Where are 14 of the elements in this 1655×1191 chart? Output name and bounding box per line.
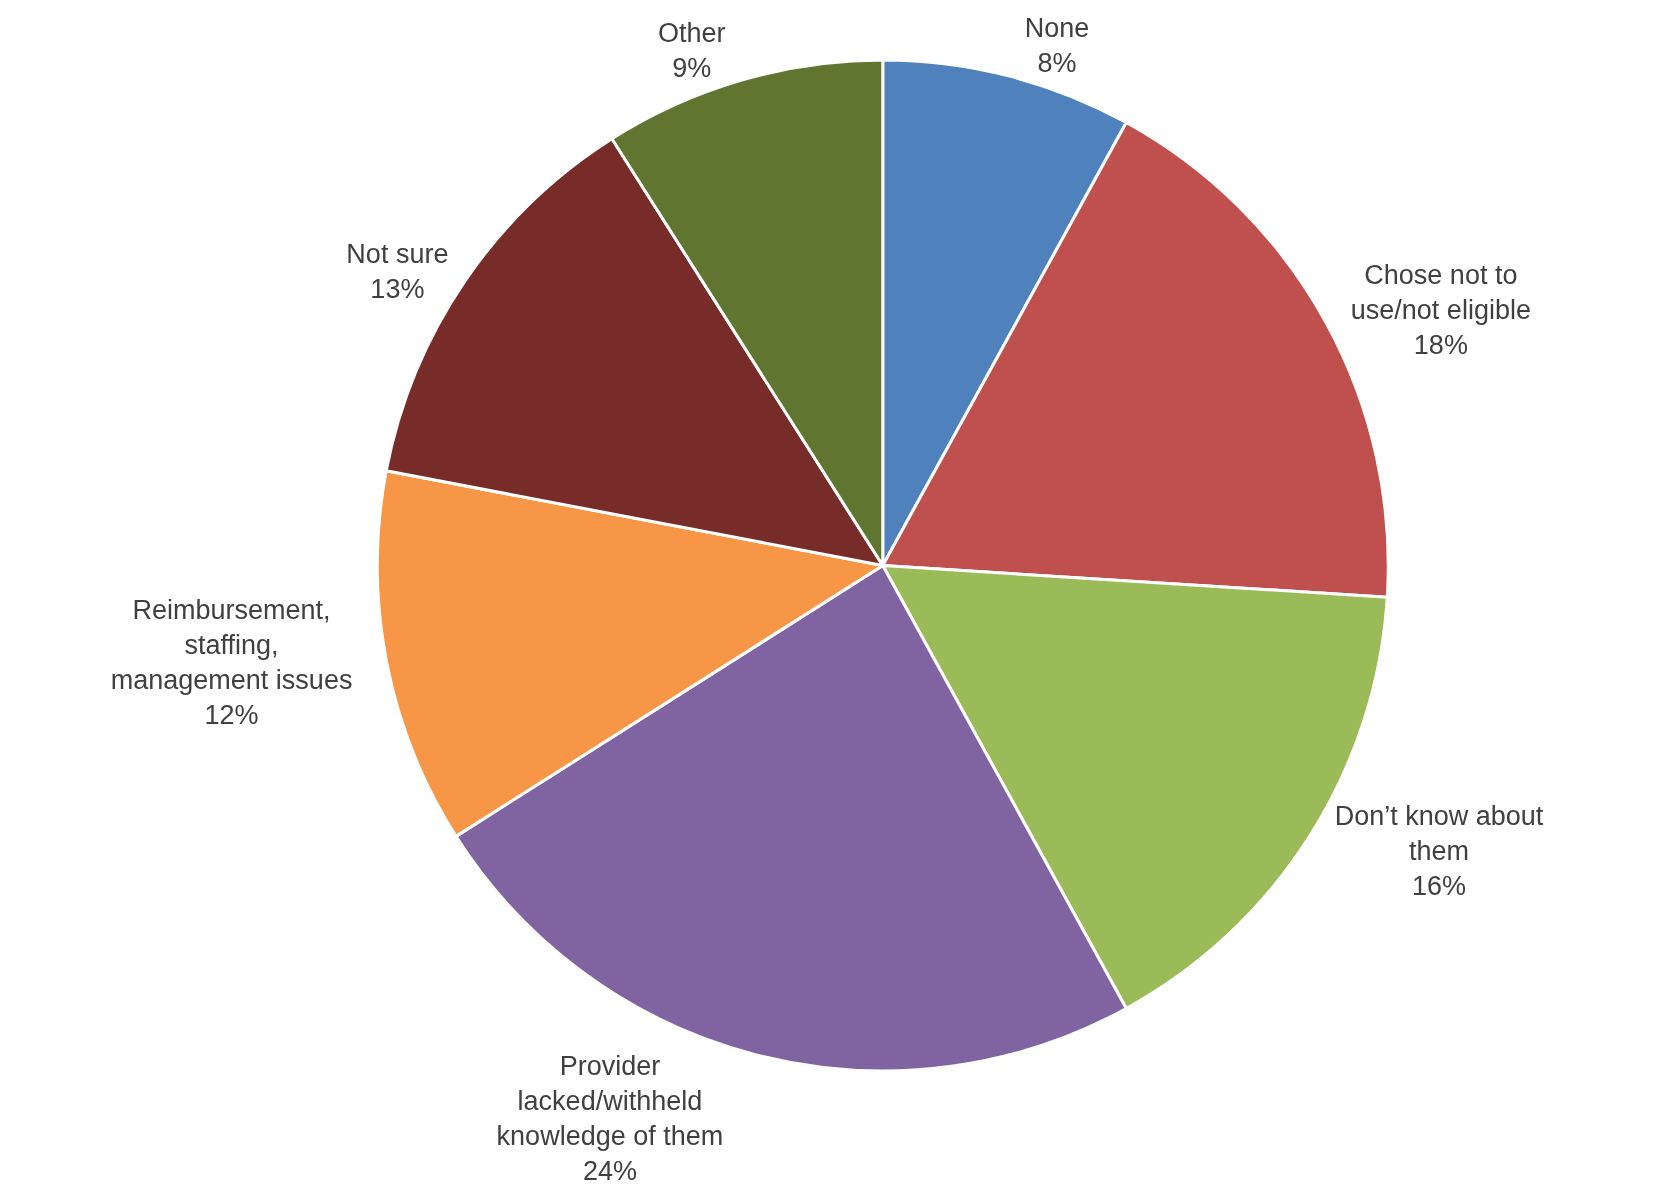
data-label: 8%	[1037, 47, 1077, 78]
slice-label: Don’t know about them	[1334, 800, 1544, 866]
slice-label: Chose not to use/not eligible	[1350, 260, 1531, 326]
data-label: 16%	[1411, 870, 1466, 901]
data-label: 12%	[204, 700, 259, 731]
data-label: 18%	[1413, 330, 1468, 361]
slice-label: Not sure	[346, 238, 449, 269]
slice-label: Other	[657, 17, 726, 48]
slice-label: Reimbursement, staffing, management issues	[110, 594, 353, 696]
data-label: 13%	[370, 273, 425, 304]
slice-label: None	[1024, 12, 1090, 43]
slice-label: Provider lacked/withheld knowledge of them	[496, 1050, 724, 1152]
data-label: 9%	[672, 52, 712, 83]
data-label: 24%	[582, 1156, 637, 1187]
